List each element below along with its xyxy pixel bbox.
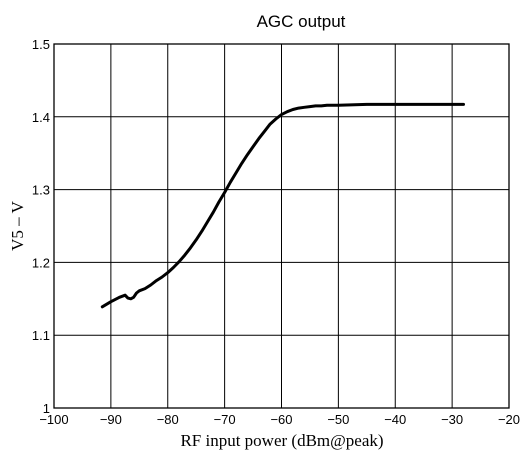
y-tick-label: 1.2: [32, 255, 50, 270]
y-tick-label: 1.1: [32, 328, 50, 343]
x-tick-label: −80: [157, 412, 179, 427]
grid-lines: [54, 44, 509, 408]
y-axis-ticks: 1 1.1 1.2 1.3 1.4 1.5: [32, 37, 50, 416]
x-tick-label: −30: [441, 412, 463, 427]
x-tick-label: −20: [498, 412, 520, 427]
y-tick-label: 1: [43, 401, 50, 416]
y-axis-label: V5 – V: [8, 200, 27, 250]
series-line: [100, 102, 465, 309]
y-tick-label: 1.5: [32, 37, 50, 52]
plot-frame: [53, 43, 510, 409]
x-tick-label: −90: [100, 412, 122, 427]
x-axis-ticks: −100 −90 −80 −70 −60 −50 −40 −30 −20: [39, 412, 520, 427]
x-tick-label: −100: [39, 412, 68, 427]
x-tick-label: −70: [214, 412, 236, 427]
y-tick-label: 1.3: [32, 183, 50, 198]
y-tick-label: 1.4: [32, 110, 50, 125]
x-tick-label: −60: [270, 412, 292, 427]
x-axis-label: RF input power (dBm@peak): [180, 431, 383, 450]
x-tick-label: −40: [384, 412, 406, 427]
chart-title: AGC output: [257, 12, 346, 31]
x-tick-label: −50: [327, 412, 349, 427]
